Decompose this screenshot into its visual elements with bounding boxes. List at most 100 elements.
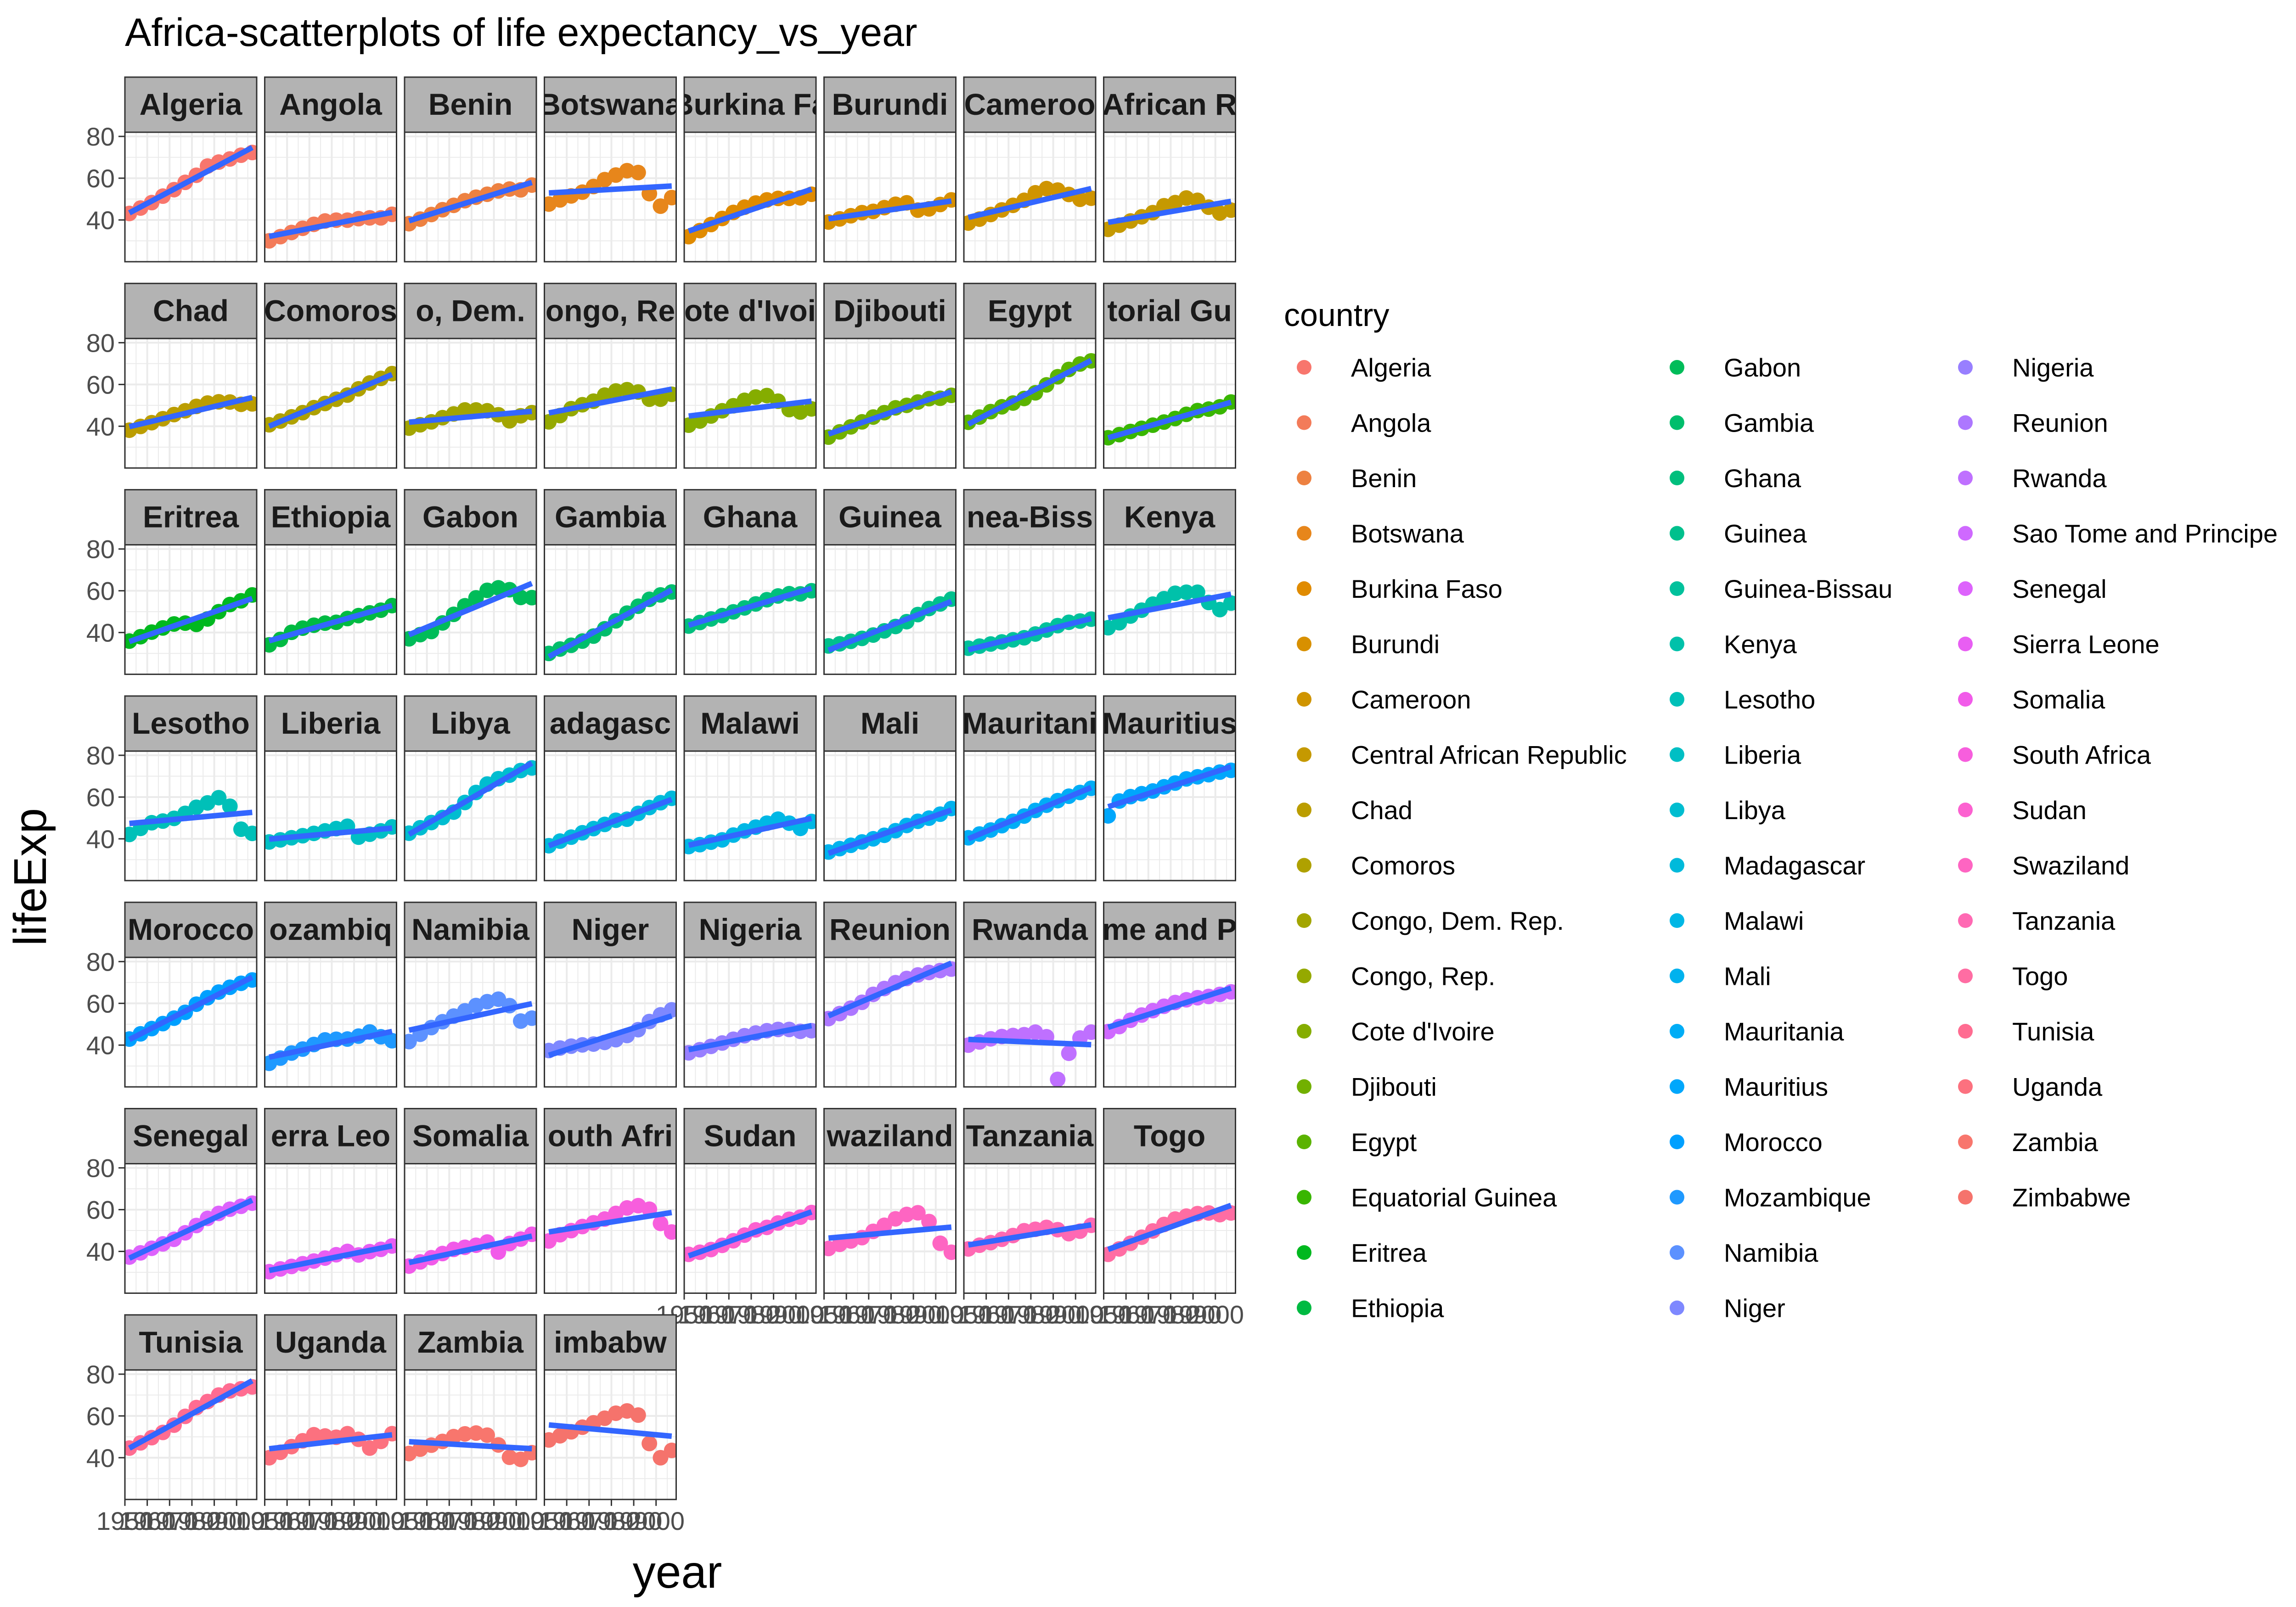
trend-line bbox=[1107, 764, 1232, 809]
legend-item: Liberia bbox=[1670, 741, 1801, 770]
legend-item: Mozambique bbox=[1670, 1183, 1871, 1212]
legend-item: Somalia bbox=[1958, 685, 2105, 714]
legend-label: Benin bbox=[1351, 464, 1417, 493]
panel-border bbox=[683, 1163, 817, 1294]
y-tick-label: 40 bbox=[86, 206, 115, 235]
panel-border bbox=[683, 956, 817, 1088]
trend-line bbox=[269, 1432, 393, 1452]
panel-border bbox=[544, 131, 677, 263]
trend-line bbox=[687, 585, 813, 628]
legend-label: Eritrea bbox=[1351, 1238, 1427, 1267]
panel-border bbox=[963, 750, 1097, 882]
facet-strip-label: Senegal bbox=[133, 1119, 249, 1153]
legend-label: Mauritania bbox=[1724, 1017, 1844, 1046]
facet-strip-label: Libya bbox=[431, 706, 511, 740]
panel-border bbox=[544, 544, 677, 675]
panel-border bbox=[124, 1163, 258, 1294]
facet-strip-label: Gabon bbox=[422, 500, 518, 534]
panel-border bbox=[404, 956, 537, 1088]
trend-line bbox=[828, 198, 952, 222]
facet-panel: Kenya bbox=[1103, 489, 1236, 675]
legend-key bbox=[1958, 1190, 1973, 1205]
legend-label: Lesotho bbox=[1724, 685, 1815, 714]
facet-strip-label: Ethiopia bbox=[271, 500, 391, 534]
legend-label: Uganda bbox=[2012, 1073, 2103, 1101]
legend-key bbox=[1297, 360, 1311, 375]
data-point bbox=[932, 1235, 948, 1251]
y-tick-label: 60 bbox=[86, 1196, 115, 1225]
legend-label: Rwanda bbox=[2012, 464, 2107, 493]
legend-item: Zambia bbox=[1958, 1128, 2099, 1157]
legend-key bbox=[1670, 858, 1684, 873]
legend-key bbox=[1670, 1024, 1684, 1039]
facet-strip-label: Comoros bbox=[264, 293, 397, 327]
facet-strip-label: Malawi bbox=[700, 706, 799, 740]
facet-panel: Morocco 40 60 80 bbox=[86, 901, 258, 1088]
legend-key bbox=[1297, 968, 1311, 983]
panel-border bbox=[823, 750, 957, 882]
data-point bbox=[664, 1442, 676, 1458]
legend-label: Sudan bbox=[2012, 796, 2087, 825]
legend-key bbox=[1297, 858, 1311, 873]
panel-border bbox=[404, 131, 537, 263]
legend-item: Djibouti bbox=[1297, 1073, 1437, 1101]
legend-item: Morocco bbox=[1670, 1128, 1823, 1157]
legend-label: Comoros bbox=[1351, 851, 1455, 880]
facet-panel: Nigeria bbox=[683, 901, 817, 1088]
data-point bbox=[1083, 1024, 1096, 1040]
facet-strip bbox=[1103, 695, 1236, 752]
legend-key bbox=[1958, 1024, 1973, 1039]
legend-label: Senegal bbox=[2012, 574, 2107, 603]
legend-label: Guinea bbox=[1724, 519, 1807, 548]
facet-panel: Rwanda bbox=[963, 901, 1097, 1088]
facet-panel: Somalia bbox=[404, 1108, 537, 1294]
x-tick-label: 1990 bbox=[885, 1300, 942, 1329]
trend-line bbox=[968, 1036, 1092, 1048]
x-tick-label: 1970 bbox=[421, 1506, 478, 1535]
data-point bbox=[1083, 190, 1096, 206]
facet-panel: Gambia bbox=[544, 489, 677, 675]
panel-border bbox=[544, 750, 677, 882]
panel-grid bbox=[264, 957, 397, 1087]
legend-item: Malawi bbox=[1670, 906, 1804, 935]
trend-line bbox=[968, 1222, 1092, 1248]
legend-key bbox=[1297, 636, 1311, 652]
x-tick-label: 1980 bbox=[583, 1506, 640, 1535]
x-tick-label: 2000 bbox=[907, 1300, 964, 1329]
legend-label: Guinea-Bissau bbox=[1724, 574, 1892, 603]
facet-strip bbox=[1103, 489, 1236, 546]
facet-strip-label: Chad bbox=[153, 293, 229, 327]
legend-item: Burundi bbox=[1297, 630, 1440, 659]
legend-key bbox=[1297, 415, 1311, 430]
facet-panel: Comoros bbox=[264, 282, 397, 469]
data-point bbox=[664, 1224, 676, 1240]
trend-line bbox=[269, 1243, 393, 1273]
trend-line bbox=[547, 587, 673, 659]
data-point bbox=[653, 1450, 669, 1466]
facet-panel: Guinea bbox=[823, 489, 957, 675]
legend-item: South Africa bbox=[1958, 741, 2151, 770]
legend-label: Burkina Faso bbox=[1351, 574, 1503, 603]
facet-strip-label: Burundi bbox=[832, 87, 948, 121]
data-point bbox=[524, 590, 536, 606]
legend-label: Botswana bbox=[1351, 519, 1464, 548]
legend-key bbox=[1958, 1079, 1973, 1094]
trend-line bbox=[268, 1028, 393, 1060]
panel-grid bbox=[405, 338, 536, 468]
points bbox=[405, 1425, 536, 1467]
panel-grid bbox=[684, 957, 816, 1087]
facet-panel: ozambiq bbox=[264, 901, 397, 1088]
facet-panel: Chad 40 60 80 bbox=[86, 282, 258, 469]
legend-item: Burkina Faso bbox=[1297, 574, 1503, 603]
data-point bbox=[630, 164, 646, 180]
legend-label: Sierra Leone bbox=[2012, 630, 2160, 659]
trend-line bbox=[269, 209, 393, 239]
trend-line bbox=[1108, 591, 1232, 621]
data-point bbox=[642, 1435, 658, 1451]
facet-strip-label: Egypt bbox=[988, 293, 1072, 327]
facet-strip bbox=[683, 489, 817, 546]
facet-strip-label: Tunisia bbox=[139, 1325, 243, 1359]
panel-border bbox=[124, 131, 258, 263]
facet-panel: Reunion bbox=[823, 901, 957, 1088]
panel-border bbox=[1103, 1163, 1236, 1294]
